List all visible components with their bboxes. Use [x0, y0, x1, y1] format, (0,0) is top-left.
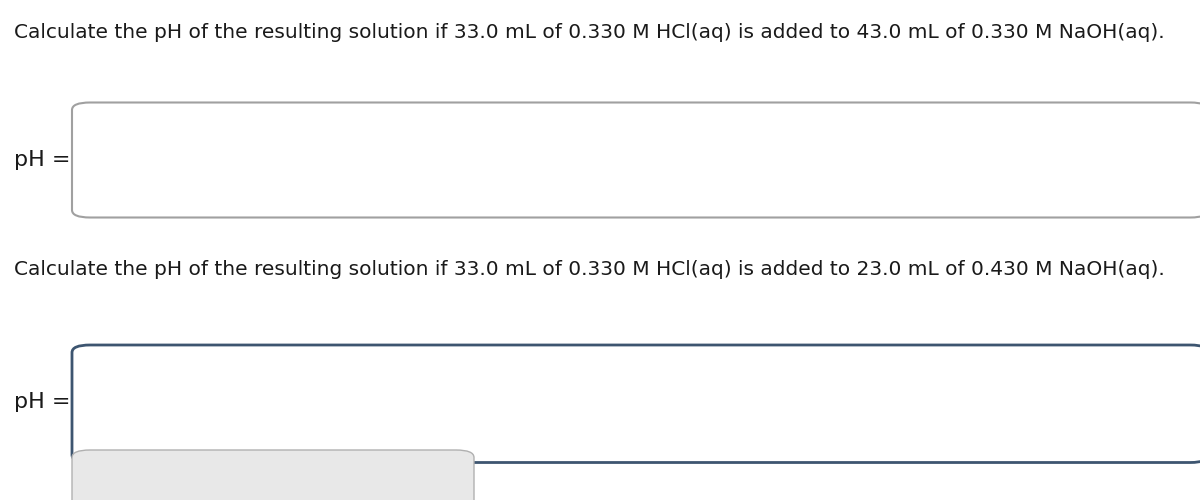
Text: pH =: pH = [14, 392, 71, 412]
FancyBboxPatch shape [72, 102, 1200, 218]
FancyBboxPatch shape [72, 345, 1200, 463]
FancyBboxPatch shape [72, 450, 474, 500]
Text: Calculate the pH of the resulting solution if 33.0 mL of 0.330 M HCl(aq) is adde: Calculate the pH of the resulting soluti… [14, 22, 1165, 42]
Text: pH =: pH = [14, 150, 71, 170]
Text: Calculate the pH of the resulting solution if 33.0 mL of 0.330 M HCl(aq) is adde: Calculate the pH of the resulting soluti… [14, 260, 1165, 279]
